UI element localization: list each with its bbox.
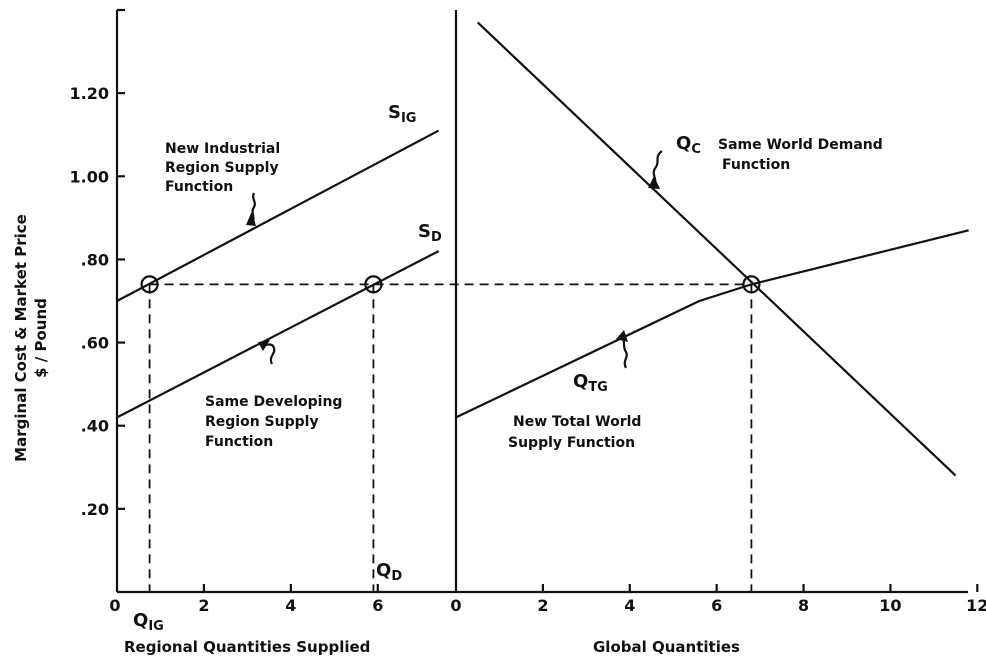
s-d-label: SD	[418, 221, 442, 245]
world-supply-annotation: New Total World Supply Function	[508, 414, 641, 451]
left-x-tick-label: 6	[372, 596, 383, 615]
left-x-tick-label: 4	[285, 596, 296, 615]
plot-area: .20 .40 .60 .80 1.00 1.20 0 2 4 6 0 2 4 6 8 10 12	[70, 8, 986, 615]
svg-text:New Total World: New Total World	[513, 414, 641, 430]
right-x-axis-label: Global Quantities	[593, 638, 740, 656]
y-tick-label: .20	[81, 500, 109, 519]
svg-text:Function: Function	[165, 179, 233, 195]
svg-text:Supply Function: Supply Function	[508, 435, 635, 451]
s-ig-label: SIG	[388, 102, 416, 126]
y-axis-label-line1: Marginal Cost & Market Price	[12, 214, 30, 462]
right-x-tick-label: 0	[450, 596, 461, 615]
svg-text:Region Supply: Region Supply	[165, 160, 279, 176]
industrial-leader-arrow	[246, 211, 256, 226]
series-q-c	[476, 21, 957, 477]
q-ig-label: QIG	[133, 610, 164, 634]
right-x-tick-label: 4	[624, 596, 635, 615]
developing-annotation: Same Developing Region Supply Function	[205, 394, 342, 450]
q-c-label: QC	[676, 133, 701, 157]
right-x-tick-label: 10	[879, 596, 901, 615]
series-s-ig	[116, 129, 440, 302]
series-s-d	[116, 250, 440, 419]
demand-leader-arrow	[648, 176, 660, 189]
svg-text:Same Developing: Same Developing	[205, 394, 342, 410]
demand-annotation: Same World Demand Function	[718, 137, 883, 173]
svg-text:Function: Function	[205, 434, 273, 450]
y-tick-label: .40	[81, 417, 109, 436]
industrial-annotation: New Industrial Region Supply Function	[165, 141, 280, 195]
world-supply-leader-arrow	[616, 330, 628, 342]
left-x-axis-label: Regional Quantities Supplied	[124, 638, 370, 656]
svg-text:Region Supply: Region Supply	[205, 414, 319, 430]
equilibrium-marker	[364, 275, 383, 294]
right-x-tick-label: 2	[537, 596, 548, 615]
right-x-tick-label: 12	[966, 596, 986, 615]
left-x-tick-label: 2	[198, 596, 209, 615]
y-tick-label: 1.20	[70, 84, 109, 103]
right-x-tick-label: 8	[798, 596, 809, 615]
svg-text:Function: Function	[722, 157, 790, 173]
q-d-label: QD	[376, 560, 402, 584]
series-q-tg	[455, 229, 969, 419]
y-tick-label: .80	[81, 250, 109, 269]
y-tick-label: 1.00	[70, 167, 109, 186]
q-tg-label: QTG	[573, 371, 608, 395]
svg-text:Same World Demand: Same World Demand	[718, 137, 883, 153]
right-x-tick-label: 6	[711, 596, 722, 615]
global-equilibrium-marker	[742, 275, 761, 294]
equilibrium-marker	[140, 275, 159, 294]
y-axis-label-line2: $ / Pound	[32, 298, 50, 378]
left-x-tick-label: 0	[109, 596, 120, 615]
y-tick-label: .60	[81, 334, 109, 353]
developing-leader-arrow	[258, 340, 270, 351]
svg-text:New Industrial: New Industrial	[165, 141, 280, 157]
